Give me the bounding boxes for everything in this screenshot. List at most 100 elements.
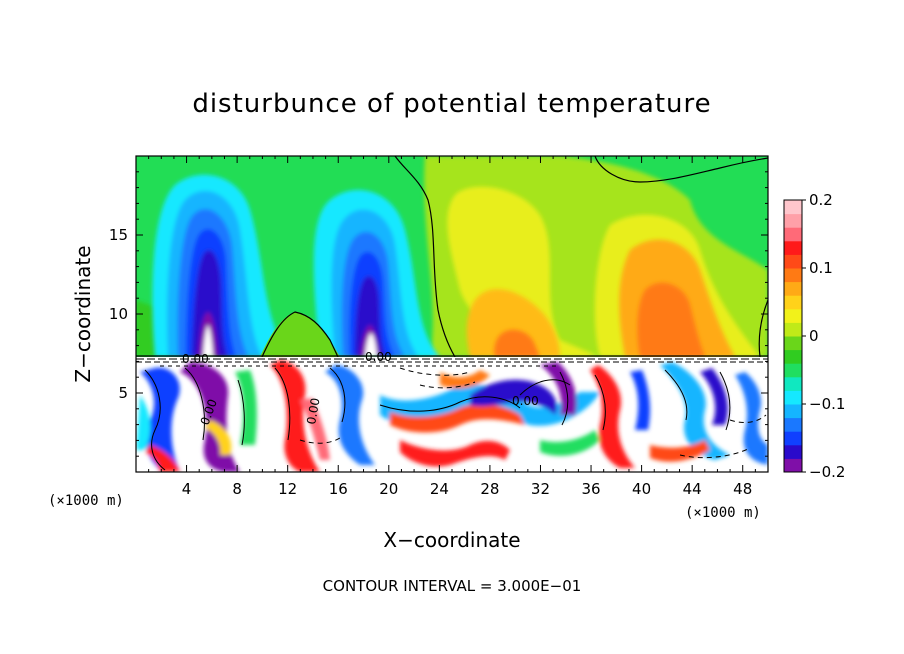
colorbar-segment (784, 322, 802, 337)
colorbar-segment (784, 308, 802, 323)
zero-contour-2 (594, 156, 768, 183)
lower-contour-2 (184, 367, 205, 441)
colorbar-segment (784, 417, 802, 432)
colorbar-segment (784, 431, 802, 446)
x-tick-label: 4 (182, 480, 192, 498)
colorbar-segment (784, 458, 802, 473)
upper-field (136, 156, 768, 357)
colorbar-segment (784, 295, 802, 310)
y-axis-ticks: 5 10 15 (109, 171, 768, 457)
x-tick-label: 24 (430, 480, 449, 498)
swirl-6 (300, 398, 330, 460)
x-unit-label-right: (×1000 m) (685, 505, 761, 521)
cold-column-2 (313, 190, 440, 357)
swirl-4 (235, 370, 257, 445)
dashed-contour-1 (399, 367, 471, 376)
colorbar-tick-label: 0 (809, 327, 819, 345)
contour-label: 0.00 (365, 350, 392, 364)
contour-interval-note: CONTOUR INTERVAL = 3.000E−01 (323, 577, 582, 595)
cold-column-1 (152, 174, 290, 357)
zero-contour-3 (261, 311, 339, 357)
warm-region-deep-1 (637, 282, 705, 357)
lower-contour-8 (664, 369, 688, 421)
cold-col-2-tip (365, 333, 377, 357)
lower-contours (144, 367, 731, 471)
dashed-contour-4 (299, 437, 341, 444)
swirl-5 (270, 360, 320, 472)
colorbar-segment (784, 227, 802, 242)
chart-title: disturbunce of potential temperature (192, 89, 711, 119)
swirl-14 (630, 370, 650, 430)
colorbar-segment (784, 200, 802, 215)
y-tick-label: 5 (118, 384, 128, 402)
swirl-17 (735, 372, 768, 465)
colorbar-segment (784, 213, 802, 228)
x-tick-label: 28 (480, 480, 499, 498)
swirl-20 (540, 430, 600, 456)
swirl-2 (136, 395, 151, 450)
x-unit-label-left: (×1000 m) (48, 493, 124, 509)
colorbar-segment (784, 254, 802, 269)
dashed-contour-5 (729, 414, 767, 423)
x-tick-label: 40 (632, 480, 651, 498)
cold-col-1-tip (203, 325, 213, 357)
lower-field (136, 357, 768, 472)
lower-contour-9 (719, 371, 731, 431)
swirl-18 (440, 370, 490, 389)
zero-contour-1 (394, 156, 456, 357)
colorbar-segment (784, 349, 802, 364)
lower-contour-4 (329, 367, 346, 423)
lower-contour-3 (274, 367, 291, 441)
interface-band (136, 355, 768, 367)
lower-swirls (136, 360, 768, 472)
swirl-15 (660, 362, 730, 460)
colorbar-segment (784, 376, 802, 391)
lower-contour-5 (379, 396, 521, 412)
contour-label: 0.00 (304, 397, 322, 426)
plot-area: 0.00 0.00 0.00 0.00 0.00 (136, 156, 768, 472)
x-axis-label: X−coordinate (383, 528, 520, 552)
x-tick-label: 36 (581, 480, 600, 498)
lower-contour-10 (237, 379, 245, 446)
swirl-13 (590, 365, 635, 468)
x-tick-label: 16 (329, 480, 348, 498)
colorbar-tick-label: 0.1 (809, 259, 833, 277)
colorbar-ticks: 0.2 0.1 0 −0.1 −0.2 (802, 191, 845, 481)
x-tick-label: 20 (379, 480, 398, 498)
colorbar-tick-label: −0.1 (809, 395, 845, 413)
colorbar-segment (784, 336, 802, 351)
colorbar-segment (784, 268, 802, 283)
lower-contour-6 (519, 379, 571, 396)
cold-col-2-band-5 (355, 276, 386, 357)
upper-contours (261, 156, 768, 357)
x-tick-label: 12 (278, 480, 297, 498)
swirl-22 (145, 445, 180, 472)
dashed-contour-3 (679, 447, 751, 459)
x-tick-label: 8 (232, 480, 242, 498)
colorbar (784, 200, 802, 473)
x-tick-label: 32 (531, 480, 550, 498)
swirl-10 (400, 440, 510, 467)
swirl-9 (390, 404, 525, 433)
y-axis-label: Z−coordinate (71, 245, 95, 382)
x-tick-label: 44 (683, 480, 702, 498)
colorbar-segment (784, 390, 802, 405)
lower-contour-1 (144, 369, 166, 471)
x-axis-ticks: 4 8 12 16 20 24 28 32 36 40 44 48 (148, 156, 756, 498)
dashed-contours (299, 367, 767, 459)
colorbar-segment (784, 281, 802, 296)
colorbar-segment (784, 444, 802, 459)
colorbar-segment (784, 404, 802, 419)
swirl-19 (205, 420, 232, 455)
y-tick-label: 15 (109, 226, 128, 244)
y-tick-label: 10 (109, 305, 128, 323)
colorbar-segment (784, 363, 802, 378)
colorbar-segment (784, 240, 802, 255)
contour-label: 0.00 (182, 352, 209, 366)
warm-region-orange-1 (466, 289, 560, 357)
swirl-11 (470, 379, 557, 415)
warm-region-deep-2 (494, 329, 540, 357)
dashed-contour-2 (419, 381, 476, 389)
colorbar-tick-label: −0.2 (809, 463, 845, 481)
